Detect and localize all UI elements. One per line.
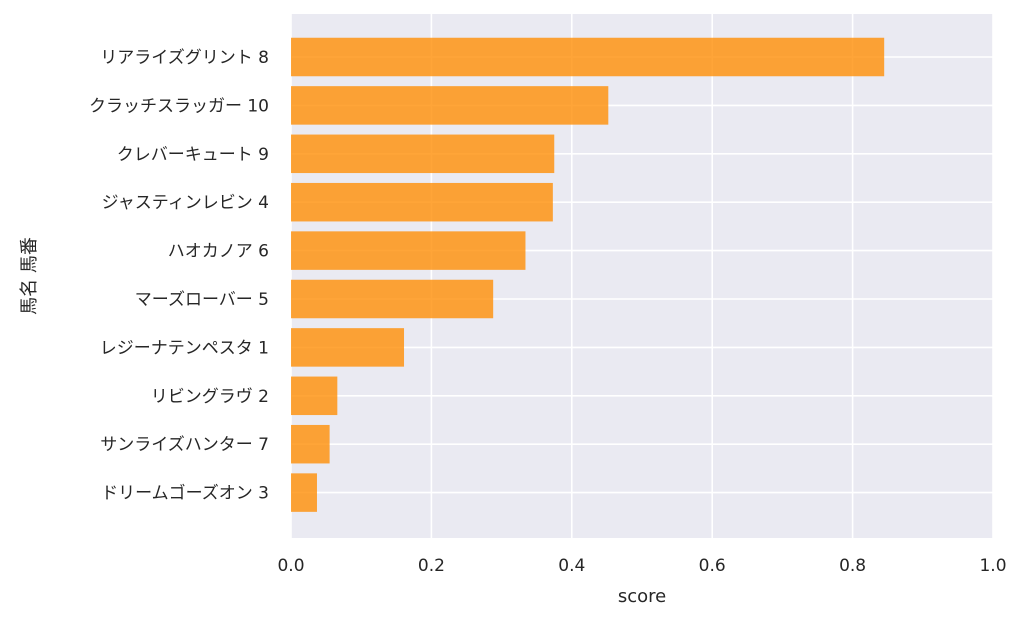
x-tick-label: 1.0 [979, 556, 1006, 576]
bar [291, 376, 338, 416]
y-tick-label: ドリームゴーズオン 3 [101, 483, 269, 504]
y-tick-labels: リアライズグリント 8 クラッチスラッガー 10 クレバーキュート 9 ジャスティンレ… [89, 48, 269, 504]
y-tick-label: サンライズハンター 7 [100, 435, 269, 455]
bar [291, 37, 885, 77]
y-tick-label: ジャスティンレビン 4 [102, 193, 269, 213]
bar [291, 279, 494, 319]
y-tick-label: マーズローバー 5 [135, 290, 269, 310]
y-tick-label: リビングラヴ 2 [151, 387, 269, 407]
bar [291, 231, 526, 270]
y-tick-label: クラッチスラッガー 10 [89, 96, 269, 116]
x-axis-label: score [618, 586, 666, 607]
x-tick-label: 0.8 [839, 556, 866, 576]
x-tick-label: 0.6 [699, 556, 726, 576]
y-tick-label: リアライズグリント 8 [100, 48, 269, 68]
x-tick-labels: 0.0 0.2 0.4 0.6 0.8 1.0 [277, 556, 1006, 576]
x-tick-label: 0.2 [418, 556, 445, 576]
bar [291, 328, 405, 367]
bars [291, 37, 885, 512]
x-tick-label: 0.4 [558, 556, 585, 576]
bar [291, 473, 317, 512]
bar [291, 134, 555, 174]
y-tick-label: クレバーキュート 9 [117, 145, 269, 165]
x-tick-label: 0.0 [277, 556, 304, 576]
y-tick-label: ハオカノア 6 [168, 242, 269, 262]
bar [291, 86, 609, 125]
bar [291, 424, 330, 464]
y-tick-label: レジーナテンペスタ 1 [100, 338, 269, 358]
y-axis-label: 馬名 馬番 [19, 237, 40, 315]
bar [291, 182, 553, 222]
